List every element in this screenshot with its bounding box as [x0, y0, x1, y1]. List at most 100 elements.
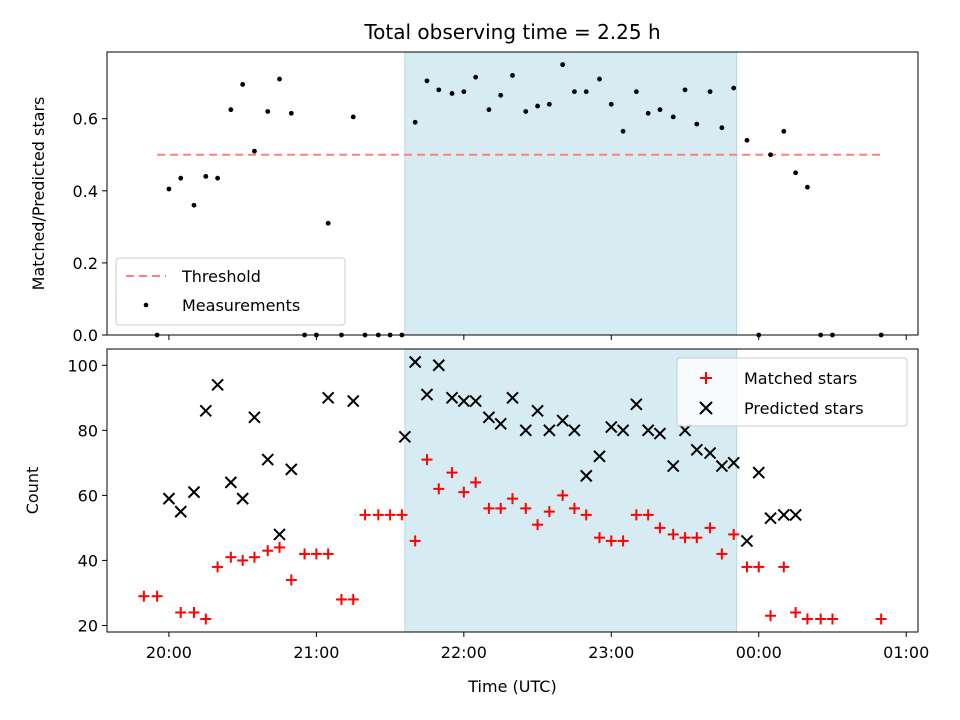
predicted-star-marker: [347, 394, 360, 408]
matched-star-marker: [532, 519, 544, 531]
measurement-point: [583, 89, 589, 95]
measurement-point: [461, 89, 467, 95]
predicted-star-marker: [593, 450, 606, 463]
top-y-tick-label: 0.0: [73, 326, 98, 345]
matched-star-marker: [237, 554, 249, 566]
matched-star-marker: [285, 574, 297, 586]
measurement-point: [325, 220, 331, 226]
predicted-star-marker: [432, 359, 445, 372]
predicted-star-marker: [556, 414, 569, 427]
matched-star-marker: [543, 506, 555, 518]
top-series-group: [154, 62, 884, 338]
matched-star-marker: [593, 532, 605, 544]
matched-star-marker: [188, 606, 200, 618]
matched-star-marker: [372, 509, 384, 521]
bottom-y-ticks: 20 40 60 80 100: [67, 356, 107, 635]
top-axes-frame: [106, 51, 919, 336]
measurement-point: [608, 101, 614, 107]
matched-star-marker: [446, 467, 458, 479]
matched-star-marker: [396, 509, 408, 521]
measurement-point: [166, 186, 172, 192]
bottom-legend: Matched stars Predicted stars: [676, 357, 908, 427]
measurement-point: [412, 119, 418, 125]
measurement-point: [203, 173, 209, 179]
matched-star-marker: [753, 561, 765, 573]
measurement-point: [240, 82, 246, 87]
bottom-x-tick-label: 23:00: [588, 643, 634, 662]
matched-star-marker: [507, 493, 518, 505]
top-legend-measurements-swatch: [143, 302, 149, 308]
matched-star-marker: [728, 528, 740, 540]
matched-star-marker: [433, 483, 445, 495]
top-y-tick-label: 0.4: [73, 182, 98, 201]
measurement-point: [288, 110, 294, 116]
measurement-point: [546, 101, 552, 107]
matched-star-marker: [409, 535, 421, 547]
predicted-star-marker: [162, 492, 176, 505]
predicted-star-marker: [715, 459, 729, 473]
predicted-star-marker: [653, 427, 667, 440]
matched-star-marker: [580, 509, 592, 521]
measurement-point: [265, 109, 271, 114]
measurement-point: [449, 91, 455, 96]
matched-star-marker: [630, 509, 642, 521]
measurement-point: [768, 152, 773, 158]
predicted-star-marker: [727, 456, 740, 470]
predicted-star-marker: [568, 424, 581, 437]
top-y-tick-label: 0.6: [73, 110, 98, 129]
measurement-point: [498, 92, 504, 98]
measurement-point: [215, 175, 220, 181]
bottom-x-tick-label: 21:00: [293, 643, 339, 662]
matched-star-marker: [175, 606, 187, 618]
predicted-star-marker: [321, 391, 335, 405]
matched-star-marker: [790, 606, 802, 618]
matched-star-marker: [741, 561, 753, 573]
matched-star-marker: [274, 541, 286, 553]
top-chart-title: Total observing time = 2.25 h: [363, 20, 660, 44]
bottom-y-axis-label: Count: [23, 467, 42, 515]
matched-star-marker: [458, 486, 470, 498]
matched-star-marker: [335, 593, 347, 605]
predicted-star-marker: [616, 424, 630, 437]
bottom-y-tick-label: 100: [67, 356, 98, 375]
bottom-x-tick-label: 20:00: [146, 643, 192, 662]
matched-star-marker: [262, 545, 274, 557]
matched-star-marker: [642, 509, 654, 521]
matched-star-marker: [384, 509, 396, 521]
bottom-legend-predicted-swatch: [699, 401, 713, 415]
measurement-point: [510, 73, 515, 78]
measurement-point: [277, 76, 282, 82]
predicted-star-marker: [285, 463, 298, 476]
top-shaded-region: [404, 51, 738, 336]
top-panel: 0.0 0.2 0.4 0.6 Total observing time = 2.25…: [29, 20, 919, 345]
matched-star-marker: [765, 610, 777, 622]
bottom-x-tick-label: 22:00: [441, 643, 487, 662]
top-legend-threshold-label: Threshold: [181, 267, 261, 286]
predicted-star-marker: [236, 492, 249, 505]
measurement-point: [228, 107, 234, 113]
predicted-star-marker: [678, 424, 692, 437]
predicted-star-marker: [408, 355, 422, 369]
predicted-star-marker: [740, 534, 754, 548]
measurement-point: [781, 128, 787, 134]
bottom-panel: 20 40 60 80 100 20:00 21:00 22:00 23:00 00:00 01:…: [23, 348, 929, 696]
bottom-legend-predicted-label: Predicted stars: [744, 399, 864, 418]
matched-star-marker: [200, 613, 212, 625]
bottom-x-tick-label: 00:00: [736, 643, 782, 662]
measurement-point: [572, 89, 577, 95]
predicted-star-marker: [641, 424, 655, 437]
matched-star-marker: [248, 551, 260, 563]
matched-star-marker: [299, 548, 311, 560]
measurement-point: [486, 107, 492, 113]
measurement-point: [682, 87, 688, 93]
measurement-point: [191, 202, 197, 208]
matched-star-marker: [151, 590, 163, 602]
predicted-star-marker: [445, 391, 459, 405]
matched-star-marker: [605, 535, 617, 547]
predicted-star-marker: [398, 430, 412, 444]
matched-star-marker: [421, 454, 433, 466]
measurement-point: [523, 109, 529, 114]
measurement-point: [657, 107, 663, 113]
measurement-point: [744, 137, 750, 143]
matched-star-marker: [815, 613, 827, 625]
